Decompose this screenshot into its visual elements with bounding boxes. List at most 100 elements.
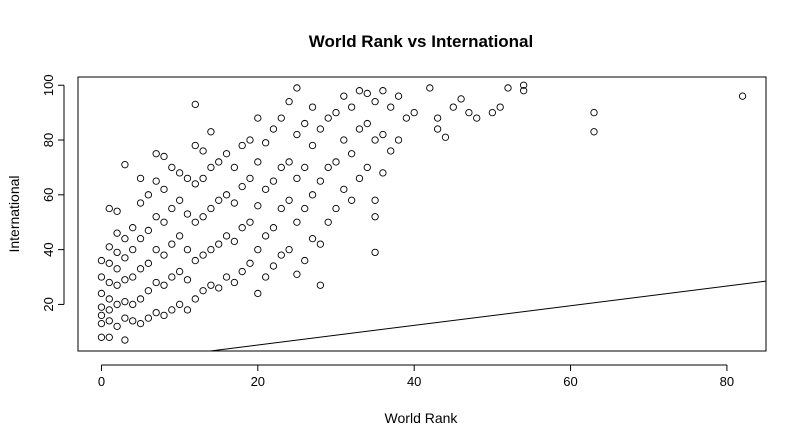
data-point bbox=[207, 245, 215, 254]
data-point bbox=[488, 108, 497, 117]
data-point bbox=[175, 169, 184, 177]
data-point bbox=[293, 218, 301, 226]
data-point bbox=[97, 289, 106, 298]
data-point bbox=[152, 213, 160, 221]
data-point bbox=[175, 300, 184, 309]
data-point bbox=[168, 273, 176, 281]
data-point bbox=[199, 174, 207, 183]
data-point bbox=[293, 174, 301, 183]
y-tick-label: 20 bbox=[41, 297, 56, 311]
data-point bbox=[113, 281, 121, 289]
data-point bbox=[97, 256, 106, 265]
data-point bbox=[449, 103, 457, 111]
data-point bbox=[457, 95, 465, 103]
data-point bbox=[105, 278, 113, 287]
data-point bbox=[379, 169, 387, 177]
data-point bbox=[121, 298, 129, 306]
data-point bbox=[136, 295, 145, 303]
data-point bbox=[347, 150, 356, 158]
data-point bbox=[144, 226, 153, 235]
data-point bbox=[144, 314, 153, 322]
data-point bbox=[246, 136, 254, 144]
plot-frame bbox=[77, 76, 767, 352]
data-point bbox=[269, 224, 278, 232]
data-point bbox=[246, 218, 254, 226]
data-point bbox=[105, 243, 113, 251]
data-point bbox=[387, 103, 395, 111]
data-point bbox=[144, 287, 153, 295]
data-point bbox=[738, 92, 747, 100]
data-point bbox=[168, 204, 176, 213]
data-point bbox=[199, 287, 207, 295]
data-point bbox=[261, 185, 270, 193]
data-point bbox=[340, 136, 348, 144]
data-point bbox=[222, 150, 231, 158]
data-point bbox=[324, 114, 332, 122]
data-point bbox=[316, 177, 325, 185]
data-point bbox=[168, 163, 176, 172]
data-point bbox=[363, 163, 371, 172]
data-point bbox=[261, 273, 270, 281]
data-point bbox=[175, 232, 184, 240]
data-point bbox=[246, 259, 254, 267]
data-point bbox=[105, 333, 113, 341]
data-point bbox=[230, 278, 239, 287]
data-point bbox=[332, 108, 340, 117]
data-point bbox=[277, 204, 285, 213]
data-point bbox=[215, 284, 223, 292]
data-point bbox=[97, 319, 106, 328]
data-point bbox=[105, 204, 113, 213]
data-point bbox=[175, 196, 184, 204]
data-point bbox=[316, 281, 325, 289]
data-point bbox=[183, 174, 192, 183]
data-point bbox=[121, 161, 129, 169]
data-point bbox=[160, 311, 168, 320]
data-point bbox=[105, 306, 113, 314]
data-point bbox=[183, 306, 192, 314]
data-point bbox=[152, 150, 160, 158]
y-tick-label: 60 bbox=[41, 188, 56, 202]
data-point bbox=[394, 136, 403, 144]
data-point bbox=[293, 84, 301, 92]
x-tick-label: 40 bbox=[407, 374, 421, 389]
data-point bbox=[254, 202, 262, 210]
data-point bbox=[371, 98, 379, 106]
data-point bbox=[121, 314, 129, 322]
data-point bbox=[199, 251, 207, 259]
x-axis-label: World Rank bbox=[385, 410, 459, 426]
data-point bbox=[199, 213, 207, 221]
data-point bbox=[105, 259, 113, 267]
data-point bbox=[144, 191, 153, 199]
data-point bbox=[152, 177, 160, 185]
data-point bbox=[254, 114, 262, 122]
data-point bbox=[465, 108, 473, 117]
data-point bbox=[285, 158, 293, 166]
data-point bbox=[191, 180, 199, 188]
data-point bbox=[355, 125, 364, 133]
data-point bbox=[473, 114, 481, 122]
data-point bbox=[230, 199, 239, 207]
data-point bbox=[285, 245, 293, 254]
data-point bbox=[316, 125, 325, 133]
y-axis: 20 40 60 80 100 bbox=[41, 74, 65, 312]
data-point bbox=[261, 232, 270, 240]
data-point bbox=[496, 103, 504, 111]
data-point bbox=[129, 245, 137, 254]
data-point bbox=[347, 196, 356, 204]
data-point bbox=[129, 317, 137, 325]
data-point bbox=[215, 196, 223, 204]
data-point bbox=[371, 248, 379, 257]
data-point bbox=[136, 319, 145, 328]
data-point bbox=[355, 174, 364, 183]
data-point bbox=[113, 248, 121, 257]
data-point bbox=[402, 114, 411, 122]
data-point bbox=[129, 300, 137, 309]
data-point bbox=[105, 295, 113, 303]
data-point bbox=[152, 308, 160, 317]
data-point bbox=[301, 163, 309, 172]
data-point bbox=[293, 130, 301, 139]
x-tick-label: 0 bbox=[98, 374, 105, 389]
data-point bbox=[121, 336, 129, 344]
data-point bbox=[113, 322, 121, 330]
data-point bbox=[160, 218, 168, 226]
